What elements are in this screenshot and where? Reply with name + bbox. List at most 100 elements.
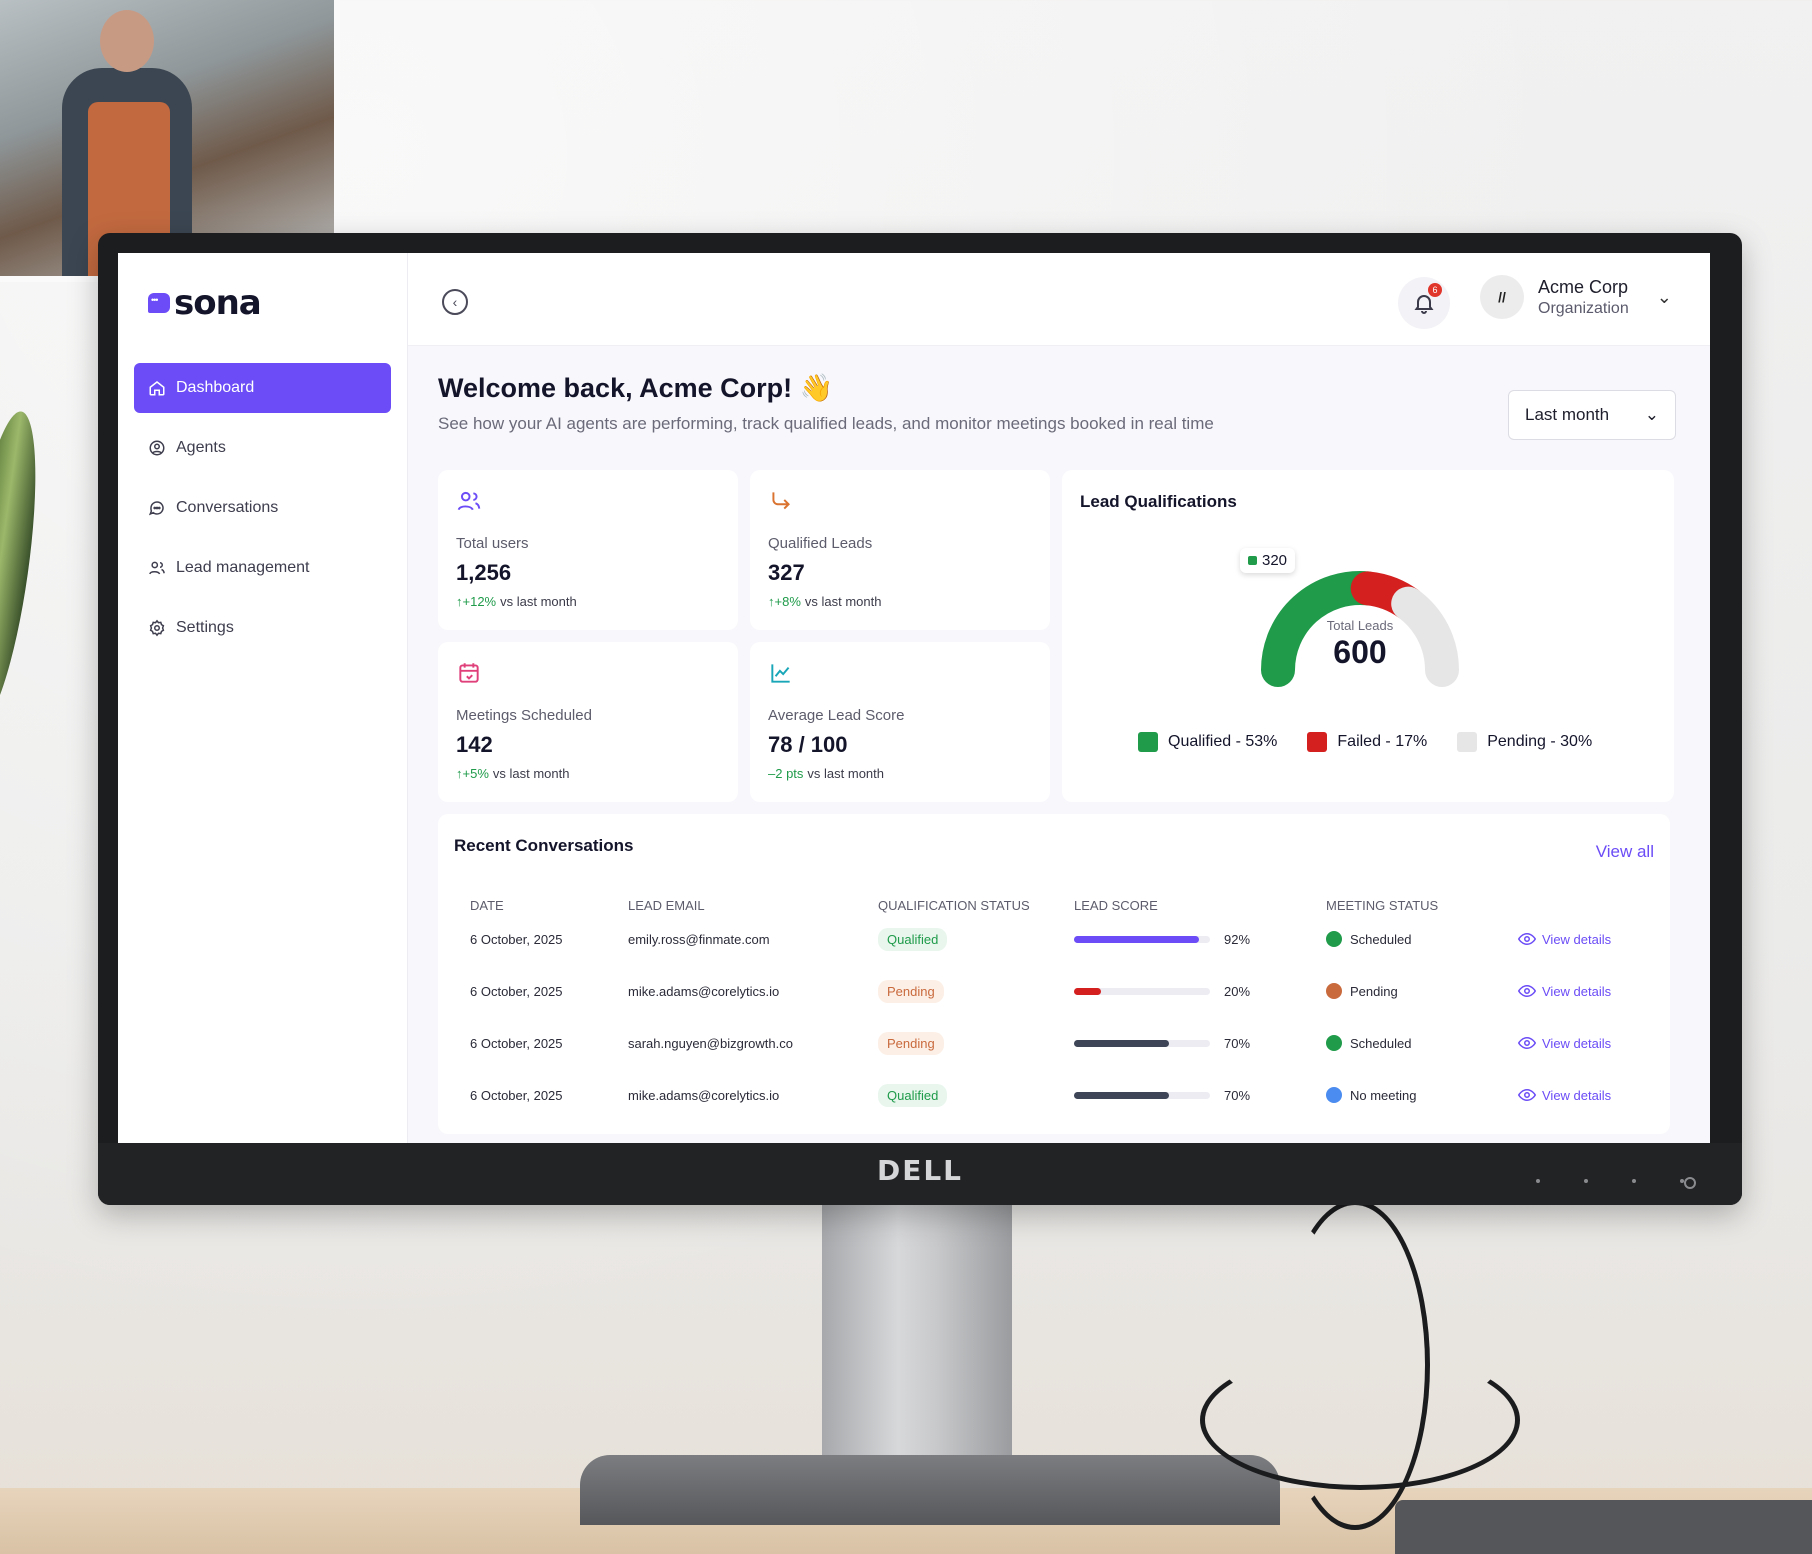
monitor-brand-logo: DELL: [876, 1154, 964, 1187]
dashboard-content: Welcome back, Acme Corp! 👋 See how your …: [408, 346, 1710, 1134]
tooltip-value: 320: [1262, 552, 1288, 569]
eye-icon: [1518, 1036, 1536, 1050]
legend-label: Pending - 30%: [1487, 733, 1593, 750]
chat-bubble-icon: [148, 501, 164, 516]
stats-grid: Total users 1,256 ↑+12% vs last month Qua…: [438, 470, 1050, 802]
org-switcher[interactable]: // Acme Corp Organization ⌄: [1480, 275, 1672, 319]
table-row: 6 October, 2025 emily.ross@finmate.com Q…: [454, 913, 1654, 965]
sidebar-item-label: Settings: [176, 619, 234, 636]
status-badge: Pending: [878, 979, 944, 1003]
logo-text: sona: [174, 283, 262, 323]
calendar-icon: [459, 663, 479, 683]
score-value: 70%: [1224, 1087, 1251, 1103]
meeting-status-dot: [1326, 983, 1342, 999]
legend-swatch: [1307, 732, 1328, 752]
view-details-link[interactable]: View details: [1518, 932, 1638, 947]
line-chart-icon: [771, 664, 790, 683]
cell-date: 6 October, 2025: [470, 1035, 563, 1051]
collapse-sidebar-button[interactable]: ‹: [442, 289, 468, 315]
monitor: sona Dashboard Agents Conversations Lead…: [98, 233, 1742, 1205]
table-row: 6 October, 2025 sarah.nguyen@bizgrowth.c…: [454, 1017, 1654, 1069]
legend-swatch: [1138, 732, 1158, 752]
stat-delta-suffix: vs last month: [804, 594, 882, 609]
notification-badge: 6: [1428, 283, 1442, 297]
main-content: ‹ 6 // Acme Corp Organization ⌄: [408, 253, 1710, 1145]
cell-email: emily.ross@finmate.com: [628, 931, 770, 947]
view-details-link[interactable]: View details: [1518, 984, 1638, 999]
sidebar: sona Dashboard Agents Conversations Lead…: [118, 253, 408, 1145]
eye-icon: [1518, 984, 1536, 998]
column-header-meeting: MEETING STATUS: [1326, 898, 1439, 913]
view-details-label: View details: [1542, 983, 1612, 999]
stat-label: Meetings Scheduled: [456, 707, 592, 724]
sidebar-item-label: Agents: [176, 439, 226, 456]
sidebar-item-label: Dashboard: [176, 379, 255, 396]
cell-date: 6 October, 2025: [470, 1087, 563, 1103]
view-details-link[interactable]: View details: [1518, 1088, 1638, 1103]
sidebar-item-lead-management[interactable]: Lead management: [134, 543, 391, 593]
monitor-stand-neck: [822, 1200, 1012, 1500]
meeting-status-dot: [1326, 931, 1342, 947]
sidebar-item-settings[interactable]: Settings: [134, 603, 391, 653]
app-logo[interactable]: sona: [148, 283, 391, 323]
sidebar-item-label: Lead management: [176, 559, 310, 576]
view-details-label: View details: [1542, 1087, 1612, 1103]
stat-label: Qualified Leads: [768, 535, 873, 552]
stat-card-qualified-leads: Qualified Leads 327 ↑+8% vs last month: [750, 470, 1050, 630]
home-icon: [149, 381, 165, 396]
stat-delta: ↑+8%: [768, 594, 801, 609]
gauge-segment-pending: [1391, 586, 1459, 687]
score-bar: [1074, 1039, 1210, 1047]
monitor-buttons: [1536, 1179, 1684, 1183]
cell-date: 6 October, 2025: [470, 983, 563, 999]
column-header-email: LEAD EMAIL: [628, 898, 705, 913]
notifications-button[interactable]: 6: [1398, 277, 1450, 329]
org-name: Acme Corp: [1538, 276, 1629, 297]
view-all-link[interactable]: View all: [1595, 842, 1654, 861]
gauge-segment-qualified: [1261, 571, 1385, 687]
eye-icon: [1518, 932, 1536, 946]
stat-delta-suffix: vs last month: [807, 766, 885, 781]
stat-value: 78 / 100: [768, 732, 848, 757]
page-title: Welcome back, Acme Corp! 👋: [438, 373, 834, 403]
cell-email: mike.adams@corelytics.io: [628, 983, 780, 999]
score-bar-fill: [1074, 935, 1200, 943]
stat-value: 1,256: [456, 560, 512, 585]
date-range-select[interactable]: Last month ⌄: [1508, 390, 1676, 440]
card-title: Lead Qualifications: [1080, 492, 1237, 511]
status-badge: Pending: [878, 1031, 944, 1055]
table-body: 6 October, 2025 emily.ross@finmate.com Q…: [454, 913, 1654, 1121]
stat-label: Average Lead Score: [768, 707, 905, 724]
screen: sona Dashboard Agents Conversations Lead…: [118, 253, 1710, 1145]
score-value: 20%: [1224, 983, 1251, 999]
cell-date: 6 October, 2025: [470, 931, 563, 947]
gauge-center-value: 600: [1333, 634, 1387, 670]
stat-value: 327: [768, 560, 805, 585]
meeting-status: Scheduled: [1350, 931, 1412, 947]
score-bar-fill: [1074, 1039, 1170, 1047]
status-badge: Qualified: [878, 1083, 948, 1107]
column-header-date: DATE: [470, 898, 504, 913]
gauge-chart: Total Leads 600: [1240, 540, 1480, 690]
gauge-svg: [1261, 571, 1459, 687]
sidebar-item-conversations[interactable]: Conversations: [134, 483, 391, 533]
legend-item-pending: Pending - 30%: [1457, 732, 1592, 752]
view-details-label: View details: [1542, 931, 1612, 947]
sidebar-item-dashboard[interactable]: Dashboard: [134, 363, 391, 413]
chevron-down-icon: ⌄: [1656, 286, 1672, 307]
arrow-turn-icon: [772, 492, 790, 510]
view-details-link[interactable]: View details: [1518, 1036, 1638, 1051]
score-bar: [1074, 935, 1210, 943]
lead-qualifications-card: Lead Qualifications Total Leads 600 320: [1062, 470, 1674, 802]
power-icon: [1684, 1177, 1696, 1189]
chevron-left-icon: ‹: [452, 294, 458, 310]
sidebar-item-label: Conversations: [176, 499, 279, 516]
legend-label: Failed - 17%: [1337, 733, 1428, 750]
monitor-bezel: DELL: [98, 1143, 1742, 1205]
gear-icon: [149, 619, 165, 637]
meeting-status: Pending: [1350, 983, 1398, 999]
users-icon: [149, 561, 165, 575]
sidebar-item-agents[interactable]: Agents: [134, 423, 391, 473]
column-header-qualification: QUALIFICATION STATUS: [878, 898, 1030, 913]
stat-card-average-lead-score: Average Lead Score 78 / 100 –2 pts vs las…: [750, 642, 1050, 802]
